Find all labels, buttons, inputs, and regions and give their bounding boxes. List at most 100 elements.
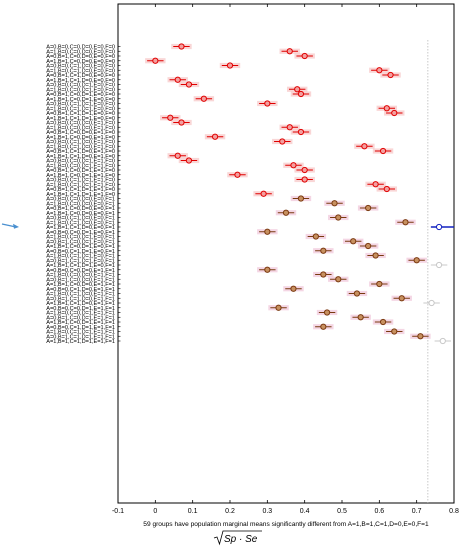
mean-marker xyxy=(286,48,293,55)
y-tick-label: A=1,B=1,C=0,D=1,E=0,F=0 xyxy=(46,97,115,103)
mean-marker xyxy=(185,81,193,88)
y-tick-label: A=1,B=0,C=0,D=1,E=1,F=1 xyxy=(46,311,115,317)
mean-marker xyxy=(435,223,443,231)
arrow-head xyxy=(13,223,19,229)
mean-marker xyxy=(294,86,301,93)
mean-marker xyxy=(361,143,368,150)
x-tick-label: 0.4 xyxy=(300,508,310,515)
y-tick-label: A=0,B=0,C=1,D=0,E=1,F=0 xyxy=(46,140,115,146)
x-tick-label: 0.6 xyxy=(374,508,384,515)
mean-marker xyxy=(320,271,327,278)
mean-marker xyxy=(290,162,297,169)
x-axis: -0.1 0 0.1 0.2 0.3 0.4 0.5 0.6 0.7 0.8 xyxy=(112,4,459,515)
y-tick-label: A=1,B=0,C=1,D=1,E=1,F=1 xyxy=(46,330,115,336)
y-tick-label: A=1,B=0,C=0,D=0,E=1,F=0 xyxy=(46,125,115,131)
y-tick-label: A=0,B=1,C=1,D=0,E=1,F=1 xyxy=(46,296,115,302)
mean-marker xyxy=(323,309,331,316)
y-tick-label: A=0,B=0,C=0,D=0,E=0,F=1 xyxy=(46,197,115,203)
mean-marker xyxy=(290,285,297,292)
mean-marker xyxy=(286,124,293,131)
mean-marker xyxy=(174,152,181,159)
mean-marker xyxy=(383,185,390,193)
y-tick-label: A=1,B=1,C=1,D=1,E=0,F=1 xyxy=(46,263,115,269)
mean-marker xyxy=(357,314,364,321)
y-tick-label: A=0,B=0,C=1,D=1,E=1,F=1 xyxy=(46,325,115,331)
mean-marker xyxy=(320,323,327,330)
mean-marker xyxy=(402,219,409,226)
y-tick-label: A=0,B=1,C=0,D=1,E=1,F=0 xyxy=(46,168,115,174)
y-tick-label: A=0,B=1,C=1,D=0,E=0,F=0 xyxy=(46,73,115,79)
x-axis-label: Sp · Se xyxy=(213,530,262,546)
mean-marker xyxy=(297,195,305,202)
mean-marker xyxy=(379,147,387,155)
mean-marker xyxy=(383,105,390,112)
y-tick-label: A=1,B=0,C=0,D=1,E=1,F=0 xyxy=(46,163,115,169)
y-tick-label: A=1,B=0,C=1,D=0,E=0,F=0 xyxy=(46,68,115,74)
group-intervals xyxy=(147,43,454,345)
y-tick-label: A=1,B=1,C=0,D=1,E=0,F=1 xyxy=(46,244,115,250)
y-tick-label: A=1,B=0,C=1,D=0,E=1,F=0 xyxy=(46,144,115,150)
mean-marker xyxy=(413,257,420,264)
y-tick-label: A=0,B=0,C=0,D=1,E=1,F=1 xyxy=(46,306,115,312)
y-tick-label: A=1,B=1,C=1,D=0,E=1,F=0 xyxy=(46,154,115,160)
y-tick-label: A=0,B=0,C=1,D=1,E=0,F=1 xyxy=(46,249,115,255)
sqrt-sign xyxy=(213,530,262,546)
mean-marker xyxy=(391,328,398,335)
x-tick-label: 0.8 xyxy=(449,508,459,515)
y-tick-label: A=1,B=1,C=0,D=0,E=1,F=1 xyxy=(46,282,115,288)
mean-marker xyxy=(379,318,387,326)
x-tick-label: 0.1 xyxy=(188,508,198,515)
mean-marker xyxy=(387,71,394,79)
y-tick-label: A=0,B=0,C=1,D=1,E=0,F=0 xyxy=(46,102,115,108)
y-tick-label: A=0,B=0,C=0,D=1,E=0,F=1 xyxy=(46,230,115,236)
y-tick-label: A=1,B=0,C=0,D=1,E=0,F=1 xyxy=(46,235,115,241)
y-tick-label: A=1,B=1,C=0,D=0,E=0,F=0 xyxy=(46,59,115,65)
y-tick-label: A=1,B=0,C=1,D=0,E=1,F=1 xyxy=(46,292,115,298)
y-tick-label: A=1,B=0,C=0,D=0,E=0,F=0 xyxy=(46,49,115,55)
mean-marker xyxy=(376,67,383,74)
mean-marker xyxy=(301,176,308,183)
y-tick-label: A=0,B=0,C=0,D=0,E=0,F=0 xyxy=(46,45,115,51)
caption-text: 59 groups have population marginal means… xyxy=(143,521,429,528)
x-tick-label: 0.5 xyxy=(337,508,347,515)
y-tick-label: A=1,B=0,C=0,D=0,E=0,F=1 xyxy=(46,201,115,207)
mean-marker xyxy=(167,114,174,121)
y-tick-label: A=0,B=0,C=1,D=0,E=0,F=0 xyxy=(46,64,115,70)
y-tick-label: A=0,B=1,C=1,D=0,E=1,F=0 xyxy=(46,149,115,155)
mean-marker xyxy=(335,276,342,283)
y-tick-label: A=1,B=0,C=1,D=1,E=0,F=1 xyxy=(46,254,115,260)
mean-marker xyxy=(297,90,305,98)
mean-marker xyxy=(439,337,446,345)
mean-marker xyxy=(353,290,361,297)
y-tick-label: A=1,B=0,C=0,D=1,E=0,F=0 xyxy=(46,87,115,93)
mean-marker xyxy=(234,171,241,178)
mean-marker xyxy=(391,109,398,117)
mean-marker xyxy=(372,252,379,259)
mean-marker xyxy=(320,247,327,254)
y-tick-label: A=0,B=1,C=1,D=1,E=0,F=1 xyxy=(46,258,115,264)
y-tick-label: A=0,B=1,C=0,D=0,E=0,F=0 xyxy=(46,54,115,60)
y-tick-label: A=1,B=1,C=1,D=1,E=0,F=0 xyxy=(46,116,115,122)
x-axis-label-radicand: Sp · Se xyxy=(224,534,258,545)
mean-marker xyxy=(376,280,383,288)
mean-marker xyxy=(152,57,159,64)
y-tick-label: A=0,B=0,C=1,D=0,E=0,F=1 xyxy=(46,216,115,222)
mean-marker xyxy=(260,190,267,197)
y-tick-label: A=1,B=1,C=0,D=0,E=0,F=1 xyxy=(46,211,115,217)
mean-marker xyxy=(301,166,308,174)
mean-marker xyxy=(185,157,193,164)
y-tick-label: A=0,B=1,C=0,D=0,E=1,F=0 xyxy=(46,130,115,136)
y-tick-label: A=0,B=1,C=0,D=1,E=1,F=1 xyxy=(46,315,115,321)
mean-marker xyxy=(282,209,290,216)
mean-marker xyxy=(335,214,342,221)
y-tick-label: A=0,B=1,C=1,D=1,E=0,F=0 xyxy=(46,111,115,117)
mean-marker xyxy=(178,43,185,50)
selected-group-arrow xyxy=(1,223,19,229)
y-tick-label: A=0,B=0,C=0,D=1,E=0,F=0 xyxy=(46,83,115,89)
mean-marker xyxy=(428,299,435,307)
y-tick-label: A=1,B=1,C=1,D=0,E=0,F=0 xyxy=(46,78,115,84)
mean-marker xyxy=(417,333,424,340)
y-tick-label: A=1,B=1,C=1,D=0,E=1,F=1 xyxy=(46,301,115,307)
